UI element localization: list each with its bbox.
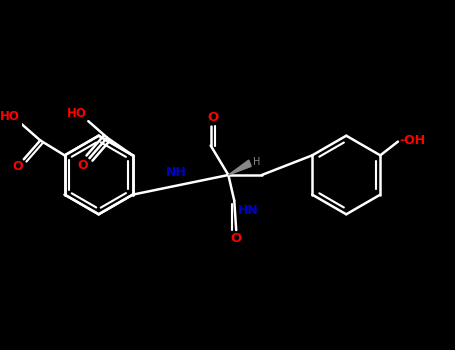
Text: HN: HN	[238, 204, 258, 217]
Text: HO: HO	[0, 110, 20, 123]
Polygon shape	[228, 160, 251, 175]
Text: HO: HO	[67, 107, 87, 120]
Text: O: O	[231, 232, 242, 245]
Text: NH: NH	[166, 166, 187, 179]
Text: O: O	[12, 160, 23, 173]
Text: H: H	[253, 157, 260, 167]
Text: O: O	[207, 111, 218, 124]
Text: O: O	[78, 159, 88, 172]
Text: -OH: -OH	[399, 134, 425, 147]
